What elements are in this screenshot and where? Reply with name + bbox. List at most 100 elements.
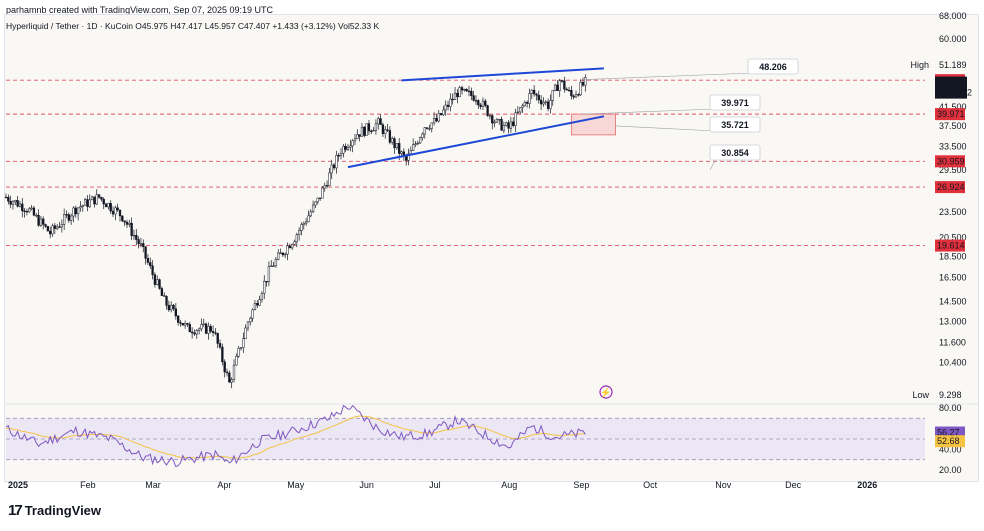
candle-body xyxy=(179,322,182,324)
candle-body xyxy=(360,126,364,137)
candle-body xyxy=(416,142,419,145)
candle-body xyxy=(502,125,506,131)
candle-body xyxy=(107,203,110,208)
candle-body xyxy=(102,198,105,205)
candle-body xyxy=(14,200,17,203)
candle-body xyxy=(123,220,126,223)
candle-body xyxy=(160,288,164,296)
candle-body xyxy=(449,98,452,107)
candle-body xyxy=(353,138,357,142)
candle-body xyxy=(170,304,173,311)
candle-body xyxy=(309,211,312,217)
candle-body xyxy=(314,201,317,206)
candle-body xyxy=(42,218,45,225)
candle-body xyxy=(572,95,575,98)
rsi-ma-tag xyxy=(935,435,965,448)
annotation-label-0: 48.206 xyxy=(759,62,787,72)
y-tick-8: 18.500 xyxy=(939,251,967,261)
candle-body xyxy=(374,123,378,131)
candle-body xyxy=(523,102,526,107)
candle-body xyxy=(311,204,315,213)
candle-body xyxy=(232,364,236,380)
candle-body xyxy=(509,121,513,129)
candle-body xyxy=(304,221,308,224)
candle-body xyxy=(474,100,478,102)
candle-body xyxy=(470,90,473,96)
candle-body xyxy=(421,133,424,138)
lightning-icon xyxy=(599,385,613,399)
candle-body xyxy=(16,200,19,207)
level-tag-label-1: 39.971 xyxy=(937,109,965,119)
candle-body xyxy=(332,164,336,169)
symbol-line: Hyperliquid / Tether · 1D · KuCoin O45.9… xyxy=(6,21,380,31)
annotation-box-0 xyxy=(747,58,799,75)
candle-body xyxy=(263,280,266,294)
candle-body xyxy=(544,101,547,103)
candle-body xyxy=(479,104,482,107)
candle-body xyxy=(300,224,303,231)
candle-body xyxy=(295,234,298,243)
candle-body xyxy=(414,143,417,145)
candle-body xyxy=(251,309,254,319)
candle-body xyxy=(51,225,54,235)
candle-body xyxy=(116,207,119,211)
candle-body xyxy=(346,146,350,150)
candle-body xyxy=(58,226,61,228)
candle-body xyxy=(412,144,415,151)
candle-body xyxy=(432,118,436,124)
candle-body xyxy=(167,305,171,311)
level-tag-label-3: 26.924 xyxy=(937,182,965,192)
candle-body xyxy=(567,89,571,92)
high-label: High xyxy=(910,60,929,70)
candle-body xyxy=(428,128,431,130)
wedge-line-0 xyxy=(347,115,605,169)
candle-body xyxy=(130,222,133,236)
candle-body xyxy=(560,80,564,82)
x-tick-9: Oct xyxy=(643,480,658,490)
candle-body xyxy=(418,137,422,144)
creator-line: parhamnb created with TradingView.com, S… xyxy=(6,5,273,15)
candle-body xyxy=(242,338,245,348)
tradingview-brand[interactable]: 17 TradingView xyxy=(8,502,101,519)
candle-body xyxy=(463,88,466,91)
candle-body xyxy=(200,324,203,330)
candle-body xyxy=(293,241,296,245)
candle-body xyxy=(4,196,8,199)
candle-body xyxy=(190,331,194,334)
x-tick-6: Jul xyxy=(429,480,441,490)
candle-body xyxy=(228,372,231,383)
candle-body xyxy=(400,151,403,154)
rsi-band xyxy=(6,418,925,460)
candle-body xyxy=(221,346,224,363)
candle-body xyxy=(121,215,124,222)
candle-body xyxy=(28,208,31,213)
candle-body xyxy=(556,84,559,91)
candle-body xyxy=(491,115,494,124)
candle-body xyxy=(481,100,485,107)
candle-body xyxy=(237,347,240,357)
y-tick-3: 37.500 xyxy=(939,121,967,131)
candle-body xyxy=(386,129,389,131)
candle-body xyxy=(584,77,587,86)
y-tick-9: 16.500 xyxy=(939,273,967,283)
candle-body xyxy=(76,207,80,215)
candle-body xyxy=(530,89,533,94)
candle-body xyxy=(291,244,294,249)
candle-body xyxy=(239,347,243,349)
candle-body xyxy=(570,89,573,97)
last-price-tag xyxy=(935,76,967,99)
candle-body xyxy=(204,323,208,334)
candle-body xyxy=(81,205,84,207)
candle-body xyxy=(302,222,305,225)
level-tag-label-2: 30.959 xyxy=(937,156,965,166)
candle-body xyxy=(514,112,517,126)
candle-body xyxy=(430,122,433,129)
candle-body xyxy=(74,207,77,215)
candle-body xyxy=(495,119,499,123)
y-tick-11: 13.000 xyxy=(939,317,967,327)
candle-body xyxy=(365,123,368,136)
tradingview-logo-icon: 17 xyxy=(8,502,23,519)
candle-body xyxy=(316,197,319,203)
candle-body xyxy=(146,258,150,263)
